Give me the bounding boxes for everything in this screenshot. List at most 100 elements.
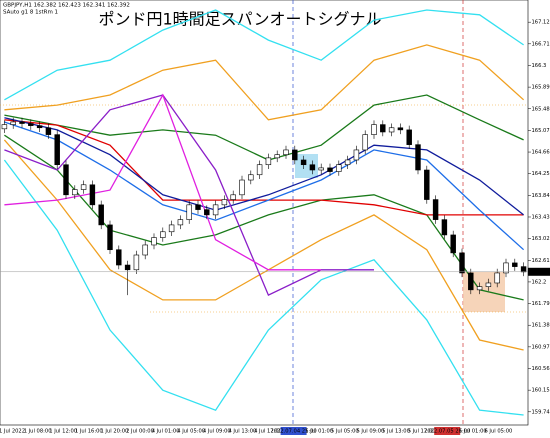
candle-body <box>1 124 8 130</box>
candle-body <box>72 189 78 196</box>
y-tick-label: 165.89 <box>532 85 550 91</box>
candle-body <box>124 264 131 271</box>
y-tick-label: 161.79 <box>532 301 550 307</box>
candle-body <box>380 124 386 133</box>
y-tick-label: 160.97 <box>532 344 550 350</box>
candle-body <box>107 224 113 251</box>
candle-body <box>212 204 219 216</box>
candle-body <box>10 121 16 125</box>
candle-body <box>98 204 104 226</box>
indicator-line <box>4 93 322 271</box>
x-tick-label: 4 Jul 01:00 <box>152 429 180 435</box>
candle-body <box>424 169 430 200</box>
candle-body <box>520 266 527 273</box>
candle-body <box>503 262 509 274</box>
indicator-line <box>4 44 525 121</box>
y-tick-label: 165.07 <box>532 128 550 134</box>
indicator-line <box>3 159 524 416</box>
candle-body <box>133 254 140 271</box>
candle-body <box>494 272 500 284</box>
candle-body <box>371 124 377 135</box>
candle-body <box>362 134 368 151</box>
time-highlight <box>280 427 307 435</box>
current-price-box <box>528 267 550 276</box>
x-tick-label: 2 Jul 00:00 <box>126 429 154 435</box>
candle-body <box>476 286 483 291</box>
candle-body <box>204 209 210 216</box>
candle-body <box>116 249 122 266</box>
candle-body <box>36 125 43 129</box>
candle-body <box>28 123 34 126</box>
x-tick-label: 4 Jul 05:00 <box>177 429 205 435</box>
plot-frame <box>0 0 529 426</box>
x-tick-label: 6 Jul 01:00 <box>459 429 487 435</box>
candle-body <box>406 129 412 145</box>
candle-body <box>397 127 404 131</box>
y-tick-label: 160.56 <box>532 366 550 372</box>
x-tick-label: 1 Jul 08:00 <box>24 429 52 435</box>
x-tick-label: 5 Jul 13:00 <box>382 429 410 435</box>
time-highlight <box>434 427 461 435</box>
candle-body <box>327 167 333 172</box>
current-price-label: 162.392 <box>530 269 550 275</box>
candle-body <box>265 157 272 166</box>
candle-body <box>151 237 157 246</box>
indicator-line <box>4 9 524 101</box>
y-tick-label: 163.02 <box>532 236 550 242</box>
header: GBPJPY,H1 162.382 162.423 162.341 162.39… <box>3 3 130 9</box>
y-tick-label: 163.84 <box>532 193 550 199</box>
candle-body <box>274 154 280 159</box>
candle-body <box>248 174 254 181</box>
x-tick-label: 2022.07.05 21:00 <box>424 429 470 435</box>
x-tick-label: 5 Jul 05:00 <box>331 429 359 435</box>
candle-body <box>89 184 96 206</box>
x-tick-label: 4 Jul 09:00 <box>203 429 231 435</box>
chart-title: ポンド円1時間足スパンオートシグナル <box>99 10 382 29</box>
candle-body <box>256 164 263 176</box>
y-tick-label: 160.15 <box>532 388 550 394</box>
candle-body <box>63 164 69 196</box>
x-tick-label: 1 Jul 12:00 <box>49 429 77 435</box>
candle-body <box>415 144 421 171</box>
y-tick-label: 165.48 <box>532 106 550 112</box>
y-tick-label: 166.3 <box>532 63 547 69</box>
x-tick-label: 5 Jul 01:00 <box>305 429 333 435</box>
indicator-line <box>4 134 524 301</box>
y-tick-label: 159.74 <box>532 409 550 415</box>
indicator-line <box>4 94 374 296</box>
candle-body <box>80 184 87 190</box>
y-tick-label: 164.25 <box>532 171 550 177</box>
candle-body <box>318 167 324 171</box>
candle-body <box>160 231 166 238</box>
candle-body <box>19 121 25 124</box>
candle-body <box>300 159 307 166</box>
candle-body <box>388 127 395 133</box>
x-tick-label: 1 Jul 2022 <box>0 429 25 435</box>
candle-body <box>344 159 351 166</box>
candle-body <box>292 149 298 161</box>
candle-body <box>221 199 228 206</box>
y-tick-label: 162.61 <box>532 258 550 264</box>
candle-body <box>468 272 474 291</box>
candle-body <box>512 262 518 267</box>
candle-body <box>168 224 175 233</box>
candle-body <box>353 149 360 161</box>
x-tick-label: 4 Jul 13:00 <box>228 429 256 435</box>
candle-body <box>45 127 52 135</box>
candle-body <box>432 199 439 220</box>
candle-body <box>239 179 245 196</box>
y-tick-label: 163.43 <box>532 214 550 220</box>
candle-body <box>459 252 465 274</box>
candle-body <box>230 194 236 200</box>
candle-body <box>283 149 289 155</box>
x-tick-label: 1 Jul 20:00 <box>100 429 128 435</box>
candle-body <box>309 164 316 171</box>
candle-body <box>186 204 192 220</box>
y-tick-label: 161.38 <box>532 323 550 329</box>
x-tick-label: 4 Jul 17:00 <box>254 429 282 435</box>
candle-body <box>177 219 184 226</box>
candle-body <box>336 164 342 172</box>
y-tick-label: 162.2 <box>532 279 547 285</box>
indicator-line <box>4 117 525 216</box>
